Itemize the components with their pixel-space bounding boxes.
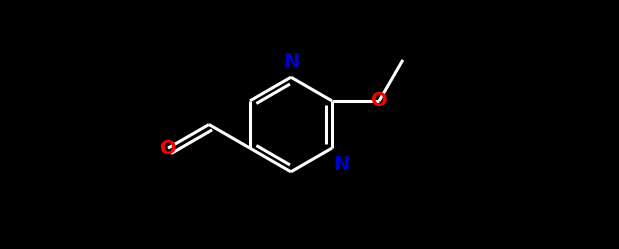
- Text: O: O: [371, 91, 387, 110]
- Text: N: N: [334, 155, 350, 174]
- Text: O: O: [160, 139, 176, 158]
- Text: N: N: [283, 52, 299, 70]
